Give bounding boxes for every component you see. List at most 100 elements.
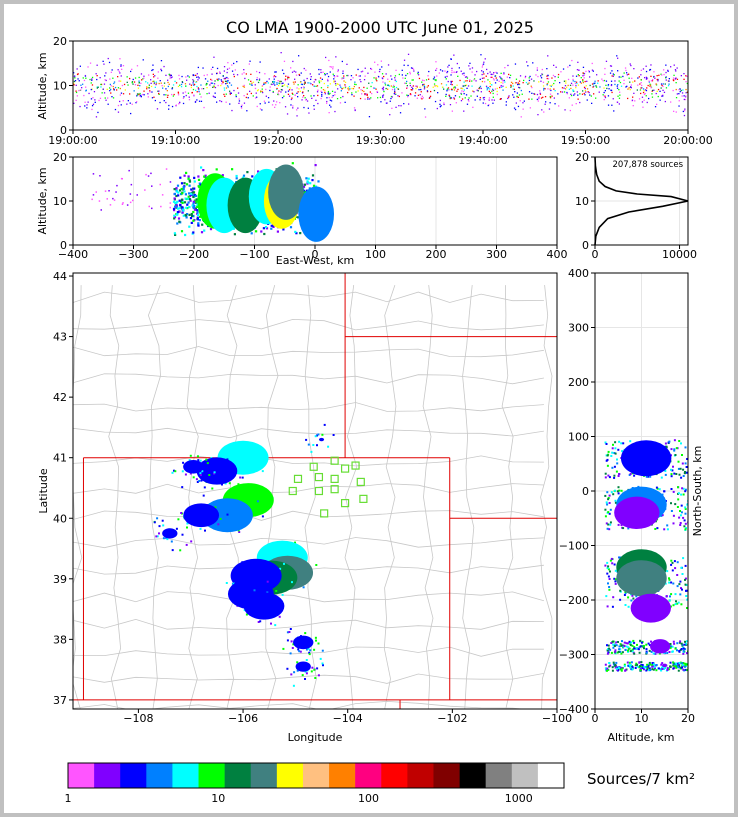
ew-xlabel: East-West, km (276, 254, 354, 267)
ew-tick: 0 (312, 248, 319, 261)
longitude-tick: −108 (123, 712, 153, 725)
ew-tick: −300 (118, 248, 148, 261)
histogram-panel: 0 10000 0 10 20 207,878 sources (575, 151, 697, 261)
colorbar-ticks: 1 10 100 1000 (65, 792, 533, 805)
longitude-ticks: −108 −106 −104 −102 −100 (123, 709, 572, 725)
colorbar-swatch (198, 763, 225, 788)
altitude-histogram-line (594, 156, 689, 246)
time-tick: 19:40:00 (458, 134, 507, 147)
source-count: 207,878 sources (612, 160, 683, 170)
ns-tick: −300 (559, 649, 589, 662)
time-height-x-ticks: 19:00:00 19:10:00 19:20:00 19:30:00 19:40:00… (48, 130, 713, 147)
plan-view-panel: −108 −106 −104 −102 −100 37 38 39 40 41 42 43 44 La… (37, 270, 572, 744)
ns-cell (630, 593, 671, 623)
storm-cell (196, 457, 238, 485)
latitude-tick: 40 (53, 512, 67, 525)
storm-cell (183, 459, 204, 474)
colorbar-tick: 10 (211, 792, 225, 805)
altitude-ns-cells (604, 439, 688, 672)
histogram-x-ticks: 0 10000 (592, 245, 697, 261)
colorbar-swatch (224, 763, 252, 788)
altitude-tick: 20 (681, 712, 695, 725)
station-marker (330, 485, 339, 494)
figure-frame: CO LMA 1900-2000 UTC June 01, 2025 19:00… (4, 4, 734, 813)
storm-cell (162, 528, 178, 539)
county-borders (73, 284, 553, 709)
ns-tick: 400 (568, 267, 589, 280)
station-marker (288, 486, 297, 496)
ns-x-ticks: 0 10 20 (592, 709, 695, 725)
latitude-tick: 43 (53, 331, 67, 344)
colorbar-swatch (329, 763, 356, 788)
ns-tick: −100 (559, 540, 589, 553)
time-height-sources (73, 52, 688, 118)
station-marker (359, 494, 368, 503)
ns-tick: 0 (582, 485, 589, 498)
plan-view-frame (72, 272, 558, 710)
station-marker (330, 456, 339, 465)
latitude-tick: 44 (53, 270, 67, 283)
ew-tick: −400 (58, 248, 88, 261)
colorbar-swatch (485, 763, 513, 788)
colorbar-frame (67, 762, 565, 789)
colorbar-tick: 1000 (505, 792, 533, 805)
time-height-panel: 19:00:00 19:10:00 19:20:00 19:30:00 19:40:00… (36, 35, 713, 147)
ew-altitude-panel: −400 −300 −200 −100 0 100 200 300 400 0 10 20 Alti… (36, 151, 568, 267)
ns-tick: −200 (559, 594, 589, 607)
altitude-tick: 10 (53, 80, 67, 93)
latitude-tick: 42 (53, 391, 67, 404)
altitude-tick: 0 (582, 239, 589, 252)
altitude-tick: 20 (575, 151, 589, 164)
colorbar-swatch (459, 763, 486, 788)
colorbar-swatch (537, 763, 565, 788)
histogram-y-ticks: 0 10 20 (575, 151, 595, 252)
latitude-ticks: 37 38 39 40 41 42 43 44 (53, 270, 73, 707)
station-marker (330, 474, 339, 483)
colorbar-tick: 100 (358, 792, 379, 805)
ns-cell (650, 639, 671, 654)
ew-y-ticks: 0 10 20 (53, 151, 73, 252)
station-marker (351, 461, 360, 470)
time-tick: 19:00:00 (48, 134, 97, 147)
time-height-y-ticks: 0 10 20 (53, 35, 73, 137)
colorbar-swatch (433, 763, 460, 788)
ew-x-ticks: −400 −300 −200 −100 0 100 200 300 400 (58, 245, 568, 261)
latitude-tick: 38 (53, 633, 67, 646)
colorbar-swatches (68, 763, 565, 788)
ns-cell (662, 663, 668, 668)
ns-tick: −400 (559, 703, 589, 716)
colorbar-swatch (276, 763, 304, 788)
count-tick: 0 (592, 248, 599, 261)
time-tick: 19:30:00 (356, 134, 405, 147)
colorbar-swatch (381, 763, 408, 788)
plan-view-cells (153, 423, 335, 687)
ew-tick: −200 (179, 248, 209, 261)
longitude-tick: −100 (542, 712, 572, 725)
altitude-tick: 0 (60, 124, 67, 137)
ew-cell (268, 164, 304, 220)
ns-tick: 100 (568, 431, 589, 444)
station-marker (320, 509, 329, 518)
station-marker (356, 477, 365, 487)
station-marker (340, 499, 350, 508)
colorbar-tick: 1 (65, 792, 72, 805)
latitude-tick: 39 (53, 573, 67, 586)
ew-tick: −100 (239, 248, 269, 261)
ew-tick: 400 (547, 248, 568, 261)
colorbar-swatch (511, 763, 539, 788)
ns-xlabel: Altitude, km (607, 731, 674, 744)
altitude-tick: 10 (575, 195, 589, 208)
altitude-tick: 20 (53, 151, 67, 164)
ew-ylabel: Altitude, km (36, 167, 49, 234)
station-marker (309, 462, 318, 471)
time-tick: 19:10:00 (151, 134, 200, 147)
ns-cell (616, 560, 667, 597)
lma-stations (288, 456, 368, 518)
colorbar-swatch (94, 763, 121, 788)
longitude-tick: −104 (333, 712, 363, 725)
ew-tick: 200 (426, 248, 447, 261)
longitude-tick: −102 (437, 712, 467, 725)
altitude-tick: 20 (53, 35, 67, 48)
storm-cell (243, 592, 285, 620)
ew-tick: 100 (365, 248, 386, 261)
